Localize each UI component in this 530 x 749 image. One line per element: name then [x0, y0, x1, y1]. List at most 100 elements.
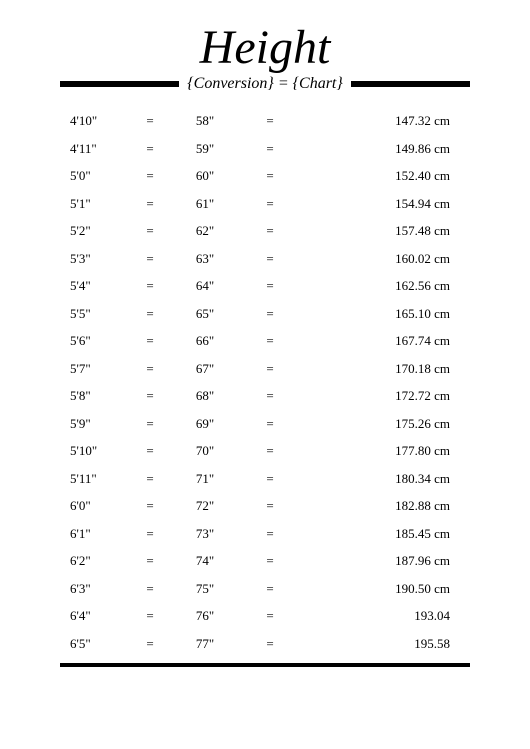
cell-equals: = [130, 278, 170, 294]
cell-feet: 5'6" [70, 333, 130, 349]
table-row: 5'11"=71"=180.34 cm [70, 471, 460, 487]
cell-equals: = [240, 333, 300, 349]
table-row: 6'1"=73"=185.45 cm [70, 526, 460, 542]
cell-cm: 154.94 cm [300, 196, 460, 212]
cell-equals: = [130, 196, 170, 212]
cell-equals: = [240, 196, 300, 212]
cell-equals: = [130, 168, 170, 184]
cell-inches: 65" [170, 306, 240, 322]
cell-inches: 68" [170, 388, 240, 404]
cell-inches: 72" [170, 498, 240, 514]
table-row: 5'6"=66"=167.74 cm [70, 333, 460, 349]
cell-equals: = [240, 168, 300, 184]
cell-cm: 162.56 cm [300, 278, 460, 294]
table-row: 5'8"=68"=172.72 cm [70, 388, 460, 404]
table-row: 6'4"=76"=193.04 [70, 608, 460, 624]
cell-equals: = [240, 471, 300, 487]
cell-cm: 190.50 cm [300, 581, 460, 597]
cell-cm: 157.48 cm [300, 223, 460, 239]
cell-equals: = [130, 306, 170, 322]
cell-feet: 6'0" [70, 498, 130, 514]
cell-cm: 180.34 cm [300, 471, 460, 487]
cell-inches: 66" [170, 333, 240, 349]
divider-left [60, 81, 179, 87]
cell-equals: = [130, 223, 170, 239]
conversion-table: 4'10"=58"=147.32 cm4'11"=59"=149.86 cm5'… [60, 113, 470, 652]
cell-inches: 63" [170, 251, 240, 267]
cell-equals: = [240, 223, 300, 239]
cell-equals: = [240, 416, 300, 432]
cell-feet: 4'11" [70, 141, 130, 157]
cell-equals: = [240, 251, 300, 267]
cell-equals: = [130, 553, 170, 569]
table-row: 5'4"=64"=162.56 cm [70, 278, 460, 294]
cell-cm: 172.72 cm [300, 388, 460, 404]
cell-cm: 177.80 cm [300, 443, 460, 459]
cell-cm: 187.96 cm [300, 553, 460, 569]
cell-equals: = [240, 608, 300, 624]
cell-feet: 6'3" [70, 581, 130, 597]
cell-equals: = [130, 636, 170, 652]
cell-equals: = [130, 416, 170, 432]
subtitle-row: {Conversion} = {Chart} [60, 75, 470, 93]
cell-inches: 64" [170, 278, 240, 294]
cell-feet: 6'1" [70, 526, 130, 542]
cell-cm: 152.40 cm [300, 168, 460, 184]
cell-feet: 5'11" [70, 471, 130, 487]
cell-cm: 149.86 cm [300, 141, 460, 157]
cell-equals: = [240, 553, 300, 569]
cell-feet: 4'10" [70, 113, 130, 129]
cell-feet: 6'2" [70, 553, 130, 569]
cell-equals: = [240, 498, 300, 514]
cell-inches: 60" [170, 168, 240, 184]
cell-inches: 69" [170, 416, 240, 432]
cell-equals: = [130, 581, 170, 597]
cell-feet: 5'2" [70, 223, 130, 239]
table-row: 5'9"=69"=175.26 cm [70, 416, 460, 432]
cell-cm: 182.88 cm [300, 498, 460, 514]
cell-cm: 147.32 cm [300, 113, 460, 129]
table-row: 5'2"=62"=157.48 cm [70, 223, 460, 239]
cell-inches: 62" [170, 223, 240, 239]
cell-inches: 70" [170, 443, 240, 459]
cell-feet: 5'8" [70, 388, 130, 404]
cell-feet: 6'5" [70, 636, 130, 652]
cell-cm: 175.26 cm [300, 416, 460, 432]
cell-equals: = [130, 471, 170, 487]
table-row: 4'10"=58"=147.32 cm [70, 113, 460, 129]
cell-feet: 5'7" [70, 361, 130, 377]
cell-equals: = [130, 113, 170, 129]
cell-equals: = [130, 608, 170, 624]
cell-equals: = [240, 113, 300, 129]
table-row: 5'3"=63"=160.02 cm [70, 251, 460, 267]
cell-equals: = [130, 526, 170, 542]
cell-feet: 5'9" [70, 416, 130, 432]
subtitle: {Conversion} = {Chart} [179, 75, 351, 93]
table-row: 6'5"=77"=195.58 [70, 636, 460, 652]
cell-inches: 58" [170, 113, 240, 129]
cell-equals: = [130, 141, 170, 157]
cell-equals: = [240, 141, 300, 157]
cell-cm: 185.45 cm [300, 526, 460, 542]
cell-equals: = [240, 278, 300, 294]
cell-equals: = [240, 361, 300, 377]
table-row: 5'5"=65"=165.10 cm [70, 306, 460, 322]
cell-equals: = [130, 388, 170, 404]
cell-equals: = [130, 251, 170, 267]
cell-cm: 195.58 [300, 636, 460, 652]
table-row: 5'1"=61"=154.94 cm [70, 196, 460, 212]
cell-feet: 5'4" [70, 278, 130, 294]
cell-inches: 76" [170, 608, 240, 624]
cell-equals: = [130, 498, 170, 514]
cell-feet: 5'1" [70, 196, 130, 212]
cell-equals: = [240, 526, 300, 542]
cell-equals: = [130, 361, 170, 377]
cell-inches: 67" [170, 361, 240, 377]
table-row: 5'7"=67"=170.18 cm [70, 361, 460, 377]
divider-bottom [60, 663, 470, 667]
cell-inches: 73" [170, 526, 240, 542]
cell-feet: 6'4" [70, 608, 130, 624]
table-row: 6'3"=75"=190.50 cm [70, 581, 460, 597]
cell-inches: 59" [170, 141, 240, 157]
table-row: 5'10"=70"=177.80 cm [70, 443, 460, 459]
